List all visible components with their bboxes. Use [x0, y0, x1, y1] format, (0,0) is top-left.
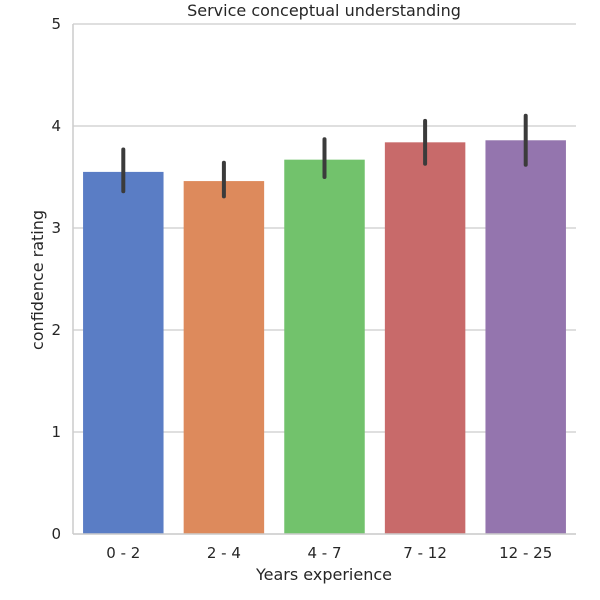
bar [83, 171, 164, 534]
y-tick-label: 0 [51, 525, 61, 543]
bar [384, 142, 466, 534]
bar [183, 181, 265, 534]
y-axis-label: confidence rating [28, 210, 47, 350]
bars [83, 140, 566, 534]
tick-labels: 0 1 2 3 4 5 0 - 2 2 - 4 4 - 7 7 - 12 12 - 25 [51, 15, 552, 562]
axes [72, 24, 576, 535]
y-tick-label: 2 [51, 321, 61, 339]
y-tick-label: 1 [51, 423, 61, 441]
bar [284, 159, 365, 534]
chart-title: Service conceptual understanding [187, 1, 461, 20]
x-tick-label: 0 - 2 [106, 544, 140, 562]
x-tick-label: 7 - 12 [403, 544, 447, 562]
y-tick-label: 3 [51, 219, 61, 237]
y-tick-label: 4 [51, 117, 61, 135]
x-axis-label: Years experience [255, 565, 392, 584]
bar [485, 140, 566, 534]
y-tick-label: 5 [51, 15, 61, 33]
x-tick-label: 2 - 4 [207, 544, 241, 562]
error-bars [121, 113, 528, 199]
x-tick-label: 12 - 25 [499, 544, 552, 562]
x-tick-label: 4 - 7 [307, 544, 341, 562]
